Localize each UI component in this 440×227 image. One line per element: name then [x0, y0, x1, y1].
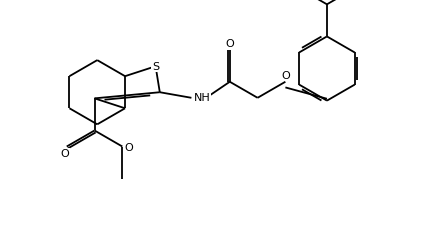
Text: S: S [152, 62, 159, 72]
Text: O: O [125, 142, 133, 152]
Text: O: O [281, 71, 290, 81]
Text: O: O [60, 149, 69, 159]
Text: O: O [225, 39, 234, 49]
Text: NH: NH [194, 93, 210, 103]
